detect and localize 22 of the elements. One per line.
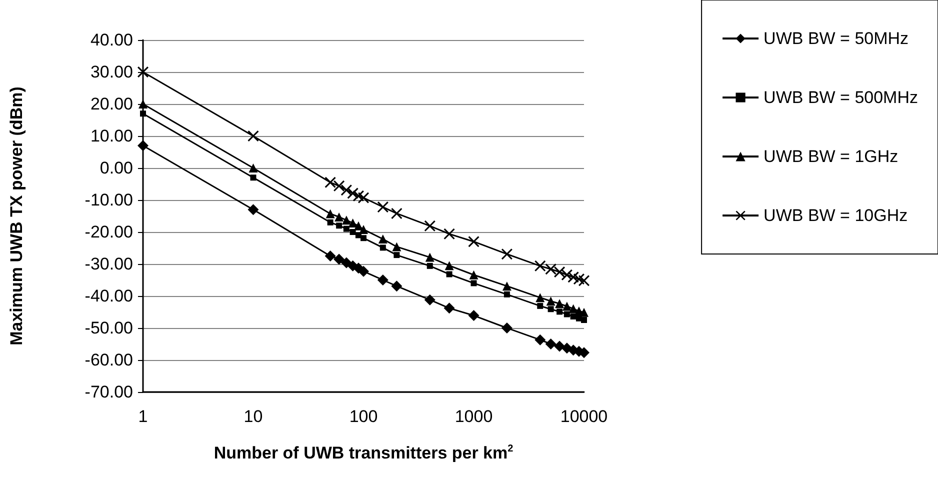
y-tick-label: -40.00: [84, 286, 133, 306]
y-tick-label: 10.00: [90, 126, 133, 146]
y-tick-label: 20.00: [90, 94, 133, 114]
legend-label: UWB BW = 1GHz: [764, 147, 898, 166]
x-tick-label: 1: [138, 407, 148, 426]
y-axis-title: Maximum UWB TX power (dBm): [7, 86, 26, 346]
y-tick-label: -20.00: [84, 222, 133, 242]
x-tick-label: 1000: [454, 407, 493, 426]
legend-label: UWB BW = 500MHz: [764, 88, 918, 107]
x-tick-label: 10000: [560, 407, 608, 426]
y-tick-label: 40.00: [90, 30, 133, 50]
y-tick-label: -70.00: [84, 382, 133, 402]
y-tick-label: -10.00: [84, 190, 133, 210]
legend-label: UWB BW = 50MHz: [764, 29, 909, 48]
x-tick-label: 100: [349, 407, 378, 426]
y-tick-label: 0.00: [100, 158, 133, 178]
y-tick-label: -50.00: [84, 318, 133, 338]
legend-label: UWB BW = 10GHz: [764, 206, 908, 225]
y-tick-label: 30.00: [90, 62, 133, 82]
y-tick-label: -30.00: [84, 254, 133, 274]
x-tick-label: 10: [244, 407, 263, 426]
y-tick-label: -60.00: [84, 350, 133, 370]
